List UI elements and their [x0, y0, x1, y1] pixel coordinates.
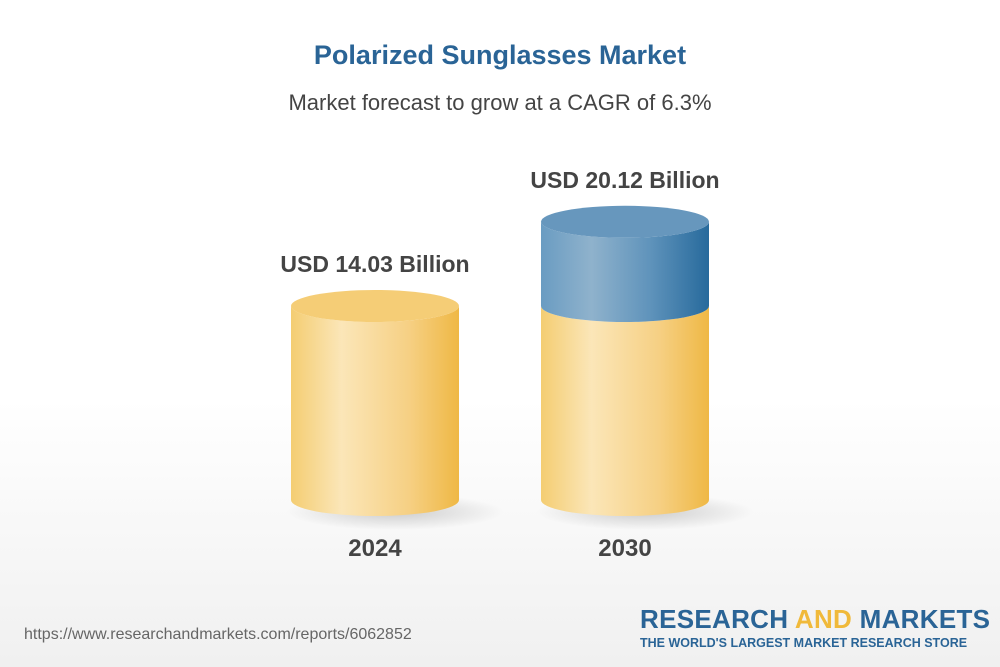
source-url[interactable]: https://www.researchandmarkets.com/repor…: [24, 626, 412, 643]
bar-base-2024: [291, 306, 459, 516]
bar-base-2030: [541, 306, 709, 516]
chart-title: Polarized Sunglasses Market: [313, 40, 687, 70]
bar-growth-2030: [541, 221, 709, 322]
bar-top-2024: [291, 290, 459, 322]
research-and-markets-logo: RESEARCH AND MARKETS THE WORLD'S LARGEST…: [640, 604, 991, 650]
category-label: 2024: [348, 535, 402, 562]
data-label: USD 20.12 Billion: [530, 167, 719, 193]
data-label: USD 14.03 Billion: [280, 251, 469, 277]
bar-top-2030: [541, 205, 709, 238]
chart-subtitle: Market forecast to grow at a CAGR of 6.3…: [288, 90, 712, 115]
category-label: 2030: [598, 535, 651, 562]
